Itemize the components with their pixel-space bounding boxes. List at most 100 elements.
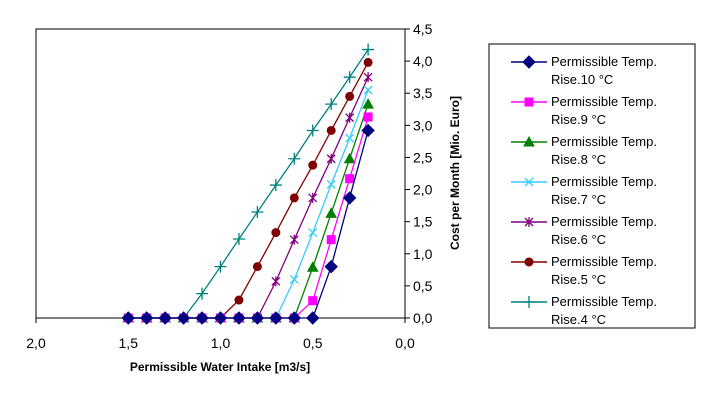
x-tick-label: 1,5 bbox=[119, 335, 139, 351]
legend-item: Permissible Temp. Rise.10 °C bbox=[511, 54, 657, 87]
data-point bbox=[363, 112, 373, 122]
data-point bbox=[343, 71, 356, 84]
y-axis-ticks: 0,0 0,5 1,0 1,5 2,0 2,5 3,0 3,5 4,0 4,5 bbox=[405, 21, 433, 326]
legend-item: Permissible Temp. Rise.7 °C bbox=[511, 174, 657, 207]
data-point bbox=[250, 311, 265, 325]
data-point bbox=[308, 296, 318, 306]
legend-label: Permissible Temp. bbox=[551, 94, 657, 109]
data-point bbox=[326, 179, 336, 189]
data-point bbox=[269, 311, 283, 325]
legend-label: Permissible Temp. bbox=[551, 254, 657, 269]
legend-label: Rise.7 °C bbox=[551, 192, 606, 207]
data-point bbox=[326, 235, 336, 245]
data-point bbox=[289, 193, 299, 203]
x-tick-label: 0,5 bbox=[303, 335, 323, 351]
legend-label: Permissible Temp. bbox=[551, 134, 657, 149]
legend-item: Permissible Temp. Rise.8 °C bbox=[511, 134, 657, 167]
y-tick-label: 0,0 bbox=[413, 310, 433, 326]
data-point bbox=[363, 85, 373, 95]
data-point bbox=[271, 276, 281, 287]
legend-marker bbox=[524, 217, 534, 227]
data-point bbox=[308, 160, 318, 170]
data-point bbox=[289, 275, 299, 284]
x-tick-label: 1,0 bbox=[211, 335, 231, 351]
legend-marker bbox=[524, 177, 534, 187]
data-point bbox=[289, 234, 299, 245]
data-point bbox=[234, 295, 244, 305]
data-point bbox=[345, 112, 355, 123]
data-point bbox=[196, 287, 209, 300]
legend-marker bbox=[522, 55, 536, 69]
data-point bbox=[342, 191, 357, 205]
legend-label: Rise.8 °C bbox=[551, 152, 606, 167]
legend-label: Rise.6 °C bbox=[551, 232, 606, 247]
data-point bbox=[306, 311, 320, 325]
y-tick-label: 1,5 bbox=[413, 214, 433, 230]
data-point bbox=[345, 133, 355, 143]
legend-item: Permissible Temp. Rise.9 °C bbox=[511, 94, 657, 127]
legend-label: Rise.10 °C bbox=[551, 72, 613, 87]
data-point bbox=[269, 179, 282, 192]
data-point bbox=[139, 311, 154, 325]
data-point bbox=[252, 262, 262, 272]
data-point bbox=[324, 259, 338, 274]
y-tick-label: 4,5 bbox=[413, 21, 433, 37]
data-point bbox=[363, 57, 373, 67]
data-point bbox=[325, 98, 338, 111]
legend-label: Rise.5 °C bbox=[551, 272, 606, 287]
y-tick-label: 1,0 bbox=[413, 246, 433, 262]
data-point bbox=[345, 91, 355, 101]
data-point bbox=[326, 125, 336, 135]
y-tick-label: 3,5 bbox=[413, 85, 433, 101]
data-point bbox=[361, 123, 375, 138]
data-point bbox=[213, 311, 228, 325]
data-point bbox=[308, 228, 318, 238]
legend-marker bbox=[523, 135, 535, 147]
legend-box bbox=[488, 43, 696, 329]
data-point bbox=[325, 207, 338, 218]
data-point bbox=[363, 72, 373, 83]
data-point bbox=[271, 228, 281, 238]
series-1 bbox=[121, 123, 375, 325]
y-tick-label: 0,5 bbox=[413, 278, 433, 294]
data-point bbox=[232, 233, 245, 246]
legend-marker bbox=[524, 257, 534, 267]
y-tick-label: 3,0 bbox=[413, 117, 433, 133]
legend-item: Permissible Temp. Rise.6 °C bbox=[511, 214, 657, 247]
legend-label: Permissible Temp. bbox=[551, 54, 657, 69]
data-point bbox=[287, 311, 302, 325]
legend-item: Permissible Temp. Rise.4 °C bbox=[511, 294, 657, 327]
legend-marker bbox=[524, 97, 534, 107]
x-tick-label: 2,0 bbox=[26, 335, 46, 351]
y-tick-label: 2,5 bbox=[413, 149, 433, 165]
data-point bbox=[176, 311, 191, 325]
data-point bbox=[158, 311, 172, 325]
data-point bbox=[362, 98, 374, 109]
data-point bbox=[345, 174, 355, 184]
legend-label: Permissible Temp. bbox=[551, 294, 657, 309]
y-tick-label: 2,0 bbox=[413, 182, 433, 198]
data-point bbox=[195, 311, 209, 325]
legend-label: Rise.4 °C bbox=[551, 312, 606, 327]
data-point bbox=[343, 152, 356, 164]
data-point bbox=[326, 153, 336, 164]
series-group bbox=[121, 43, 375, 325]
legend-item: Permissible Temp. Rise.5 °C bbox=[511, 254, 657, 287]
x-axis-title: Permissible Water Intake [m3/s] bbox=[130, 360, 310, 374]
data-point bbox=[308, 192, 318, 203]
legend-label: Permissible Temp. bbox=[551, 214, 657, 229]
data-point bbox=[362, 43, 375, 56]
data-point bbox=[288, 152, 301, 165]
legend-label: Rise.9 °C bbox=[551, 112, 606, 127]
data-point bbox=[306, 261, 319, 272]
x-tick-label: 0,0 bbox=[395, 335, 415, 351]
legend-marker bbox=[523, 296, 535, 308]
data-point bbox=[232, 311, 246, 325]
data-point bbox=[214, 260, 227, 273]
data-point bbox=[251, 206, 264, 219]
data-point bbox=[306, 124, 319, 137]
y-axis-title: Cost per Month [Mio. Euro] bbox=[448, 96, 462, 250]
